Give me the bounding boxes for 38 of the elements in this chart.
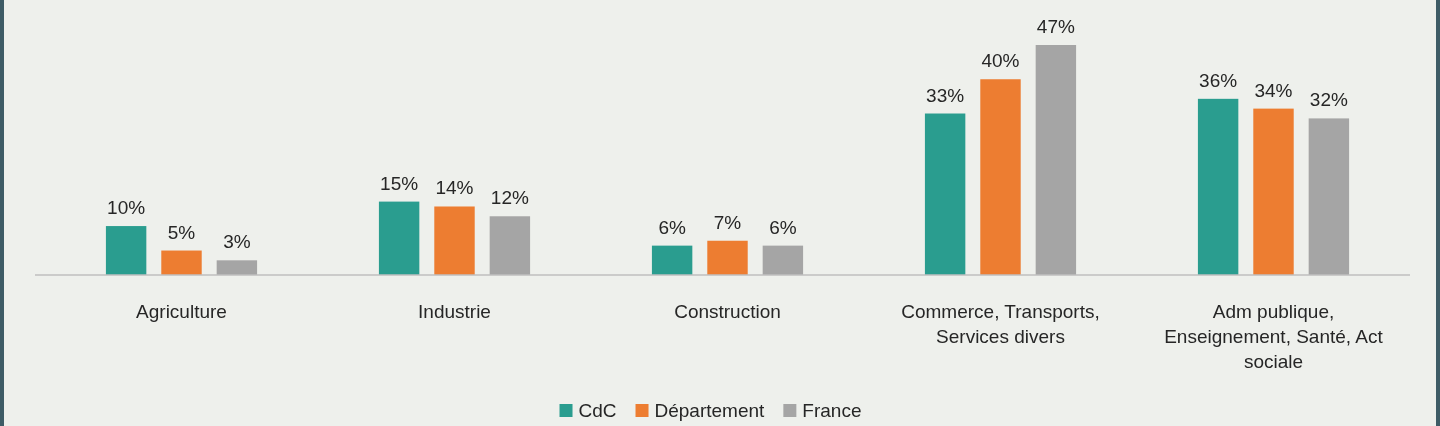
bar bbox=[1035, 45, 1077, 275]
data-label: 5% bbox=[167, 221, 196, 243]
bar bbox=[762, 245, 804, 275]
data-label: 7% bbox=[713, 211, 742, 233]
data-label: 36% bbox=[1199, 69, 1238, 91]
data-label: 47% bbox=[1036, 16, 1075, 37]
bar bbox=[489, 216, 531, 275]
bar bbox=[651, 245, 693, 275]
data-label: 6% bbox=[658, 216, 686, 238]
data-label: 15% bbox=[380, 172, 419, 194]
bar bbox=[924, 113, 966, 275]
bar bbox=[1197, 98, 1239, 275]
bar bbox=[161, 250, 202, 275]
legend-label: Département bbox=[654, 400, 766, 421]
data-label: 33% bbox=[926, 84, 965, 106]
data-label: 12% bbox=[490, 187, 529, 209]
x-tick-label: Industrie bbox=[418, 301, 491, 322]
data-label: 14% bbox=[435, 177, 474, 199]
x-tick-label: Agriculture bbox=[136, 301, 227, 322]
data-label: 6% bbox=[769, 216, 797, 238]
data-label: 40% bbox=[981, 50, 1020, 72]
legend-label: France bbox=[802, 400, 862, 421]
bar bbox=[105, 226, 147, 275]
x-tick-label: Construction bbox=[674, 301, 781, 322]
legend-label: CdC bbox=[578, 400, 617, 421]
x-tick-label: Adm publique, Enseignement, Santé, Act sociale bbox=[1164, 301, 1384, 372]
bar bbox=[1253, 108, 1294, 275]
data-label: 3% bbox=[223, 231, 251, 253]
bar bbox=[378, 201, 420, 275]
x-tick-label: Commerce, Transports, Services divers bbox=[901, 301, 1100, 347]
bar bbox=[707, 240, 748, 275]
data-label: 10% bbox=[107, 197, 146, 219]
bar bbox=[216, 260, 258, 275]
bar bbox=[434, 206, 475, 275]
data-label: 34% bbox=[1254, 79, 1293, 101]
data-label: 32% bbox=[1309, 89, 1348, 111]
bar bbox=[980, 79, 1021, 275]
bar bbox=[1308, 118, 1350, 275]
